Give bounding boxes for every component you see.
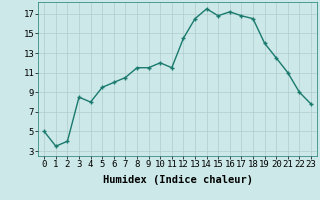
X-axis label: Humidex (Indice chaleur): Humidex (Indice chaleur)	[103, 175, 252, 185]
